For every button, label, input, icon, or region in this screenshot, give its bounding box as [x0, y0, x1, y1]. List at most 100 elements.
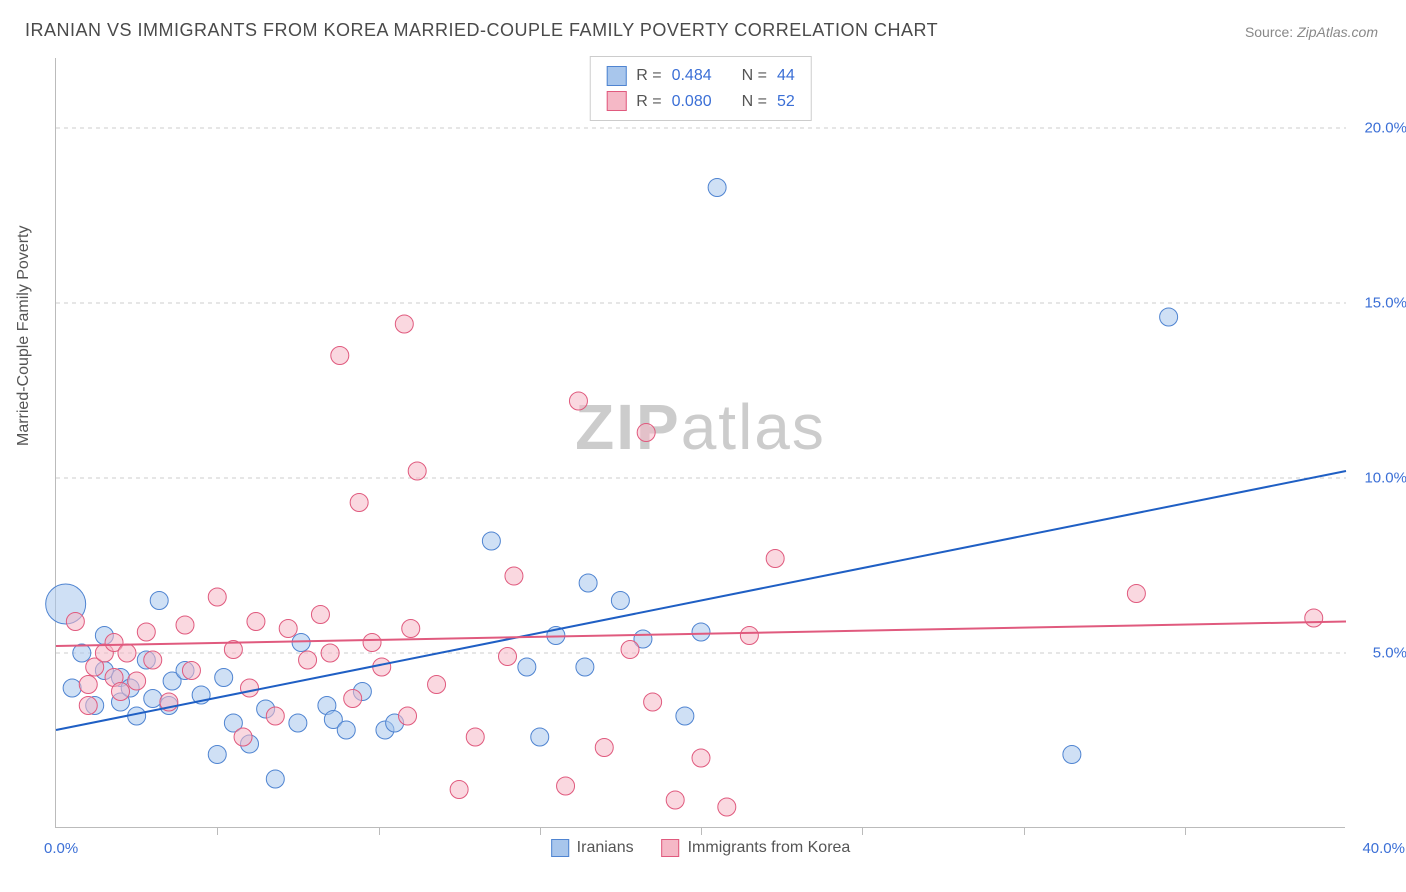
trend-line-iranians: [56, 471, 1346, 730]
stats-swatch-iranians: [606, 66, 626, 86]
scatter-point-iranians: [676, 707, 694, 725]
scatter-point-iranians: [1160, 308, 1178, 326]
scatter-point-korea: [557, 777, 575, 795]
source-name: ZipAtlas.com: [1297, 24, 1378, 40]
chart-svg: [56, 58, 1345, 827]
scatter-point-iranians: [292, 634, 310, 652]
legend-swatch-iranians: [551, 839, 569, 857]
x-tick: [1024, 827, 1025, 835]
y-axis-label: Married-Couple Family Poverty: [15, 225, 33, 446]
legend-swatch-korea: [662, 839, 680, 857]
bottom-legend: Iranians Immigrants from Korea: [551, 839, 851, 857]
scatter-point-iranians: [266, 770, 284, 788]
scatter-point-korea: [499, 648, 517, 666]
x-tick: [1185, 827, 1186, 835]
legend-label-iranians: Iranians: [577, 839, 634, 857]
scatter-point-korea: [766, 550, 784, 568]
scatter-point-iranians: [531, 728, 549, 746]
stats-swatch-korea: [606, 91, 626, 111]
x-tick: [540, 827, 541, 835]
scatter-point-korea: [466, 728, 484, 746]
scatter-point-korea: [402, 620, 420, 638]
scatter-point-korea: [399, 707, 417, 725]
x-tick: [701, 827, 702, 835]
scatter-point-korea: [118, 644, 136, 662]
scatter-point-korea: [1127, 585, 1145, 603]
scatter-point-korea: [234, 728, 252, 746]
scatter-point-korea: [350, 494, 368, 512]
scatter-point-korea: [718, 798, 736, 816]
chart-title: IRANIAN VS IMMIGRANTS FROM KOREA MARRIED…: [25, 20, 938, 41]
scatter-point-iranians: [144, 690, 162, 708]
scatter-point-korea: [266, 707, 284, 725]
scatter-point-iranians: [611, 592, 629, 610]
scatter-point-iranians: [73, 644, 91, 662]
gridlines: [56, 128, 1346, 653]
scatter-point-iranians: [692, 623, 710, 641]
scatter-point-korea: [79, 697, 97, 715]
scatter-point-korea: [505, 567, 523, 585]
x-tick: [379, 827, 380, 835]
scatter-point-iranians: [215, 669, 233, 687]
y-tick-label: 20.0%: [1364, 120, 1406, 137]
stats-legend-box: R = 0.484 N = 44 R = 0.080 N = 52: [589, 56, 812, 121]
scatter-point-iranians: [576, 658, 594, 676]
x-tick: [217, 827, 218, 835]
scatter-point-korea: [395, 315, 413, 333]
stats-n-label: N =: [742, 89, 767, 115]
scatter-point-korea: [428, 676, 446, 694]
scatter-point-korea: [137, 623, 155, 641]
scatter-points: [46, 179, 1323, 817]
stats-r-label: R =: [636, 89, 661, 115]
scatter-point-iranians: [579, 574, 597, 592]
scatter-point-korea: [182, 662, 200, 680]
y-tick-label: 10.0%: [1364, 470, 1406, 487]
scatter-point-iranians: [63, 679, 81, 697]
scatter-point-korea: [408, 462, 426, 480]
scatter-point-korea: [128, 672, 146, 690]
scatter-point-korea: [450, 781, 468, 799]
scatter-point-korea: [299, 651, 317, 669]
scatter-point-korea: [569, 392, 587, 410]
scatter-point-iranians: [1063, 746, 1081, 764]
source-attribution: Source: ZipAtlas.com: [1245, 24, 1378, 40]
scatter-point-korea: [363, 634, 381, 652]
scatter-point-iranians: [208, 746, 226, 764]
scatter-point-korea: [344, 690, 362, 708]
scatter-point-iranians: [150, 592, 168, 610]
scatter-point-korea: [279, 620, 297, 638]
scatter-point-korea: [66, 613, 84, 631]
scatter-point-korea: [208, 588, 226, 606]
scatter-point-korea: [79, 676, 97, 694]
stats-n-label: N =: [742, 63, 767, 89]
scatter-point-korea: [637, 424, 655, 442]
scatter-point-korea: [321, 644, 339, 662]
stats-row-korea: R = 0.080 N = 52: [606, 89, 795, 115]
scatter-point-korea: [621, 641, 639, 659]
stats-row-iranians: R = 0.484 N = 44: [606, 63, 795, 89]
scatter-point-korea: [373, 658, 391, 676]
x-tick: [862, 827, 863, 835]
scatter-point-korea: [247, 613, 265, 631]
scatter-point-korea: [1305, 609, 1323, 627]
scatter-point-korea: [595, 739, 613, 757]
scatter-point-korea: [176, 616, 194, 634]
stats-r-label: R =: [636, 63, 661, 89]
y-tick-label: 15.0%: [1364, 295, 1406, 312]
scatter-point-korea: [311, 606, 329, 624]
y-tick-label: 5.0%: [1373, 645, 1406, 662]
stats-r-value: 0.484: [672, 63, 712, 89]
scatter-point-iranians: [518, 658, 536, 676]
stats-n-value: 44: [777, 63, 795, 89]
stats-r-value: 0.080: [672, 89, 712, 115]
scatter-point-korea: [740, 627, 758, 645]
scatter-point-korea: [241, 679, 259, 697]
legend-item-iranians: Iranians: [551, 839, 634, 857]
trend-lines: [56, 471, 1346, 730]
stats-n-value: 52: [777, 89, 795, 115]
scatter-point-korea: [666, 791, 684, 809]
scatter-point-korea: [144, 651, 162, 669]
scatter-point-korea: [692, 749, 710, 767]
scatter-point-iranians: [337, 721, 355, 739]
legend-item-korea: Immigrants from Korea: [662, 839, 851, 857]
